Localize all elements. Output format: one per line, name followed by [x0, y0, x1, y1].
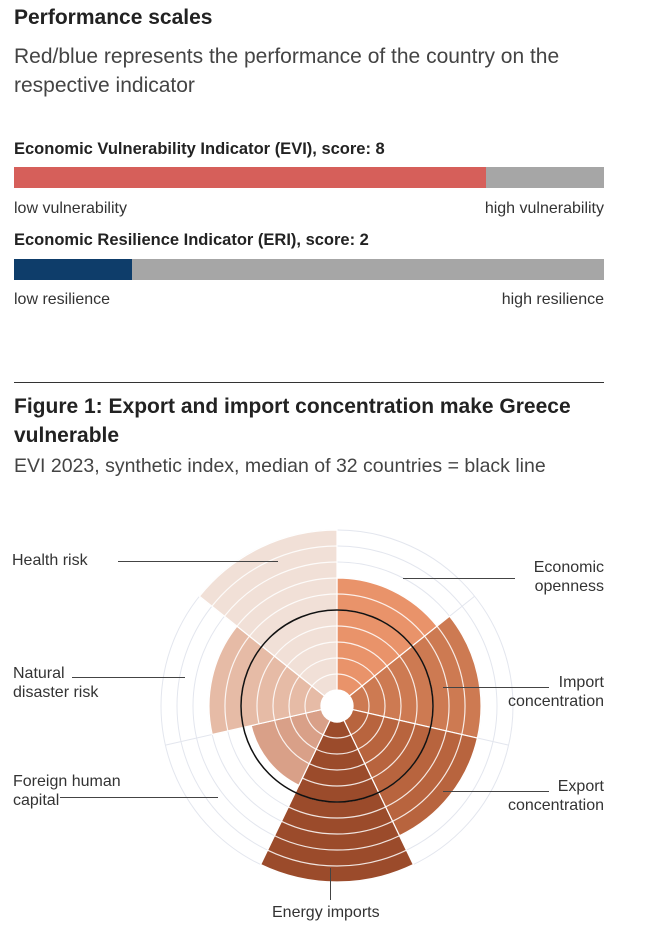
- center-hole: [321, 690, 353, 722]
- label-economic-openness: Economic openness: [533, 559, 604, 595]
- sector-ring: [223, 561, 338, 617]
- evi-bar: [14, 167, 604, 188]
- sector-ring: [336, 657, 375, 677]
- evi-label: Economic Vulnerability Indicator (EVI), …: [14, 140, 385, 158]
- sector-ring: [256, 655, 275, 724]
- eri-label: Economic Resilience Indicator (ERI), sco…: [14, 231, 369, 249]
- sector-ring: [311, 673, 338, 687]
- sector-ring: [315, 748, 359, 755]
- evi-high-label: high vulnerability: [484, 200, 604, 217]
- sector-ring: [399, 655, 418, 724]
- sector-ring: [392, 734, 463, 822]
- sector-ring: [286, 641, 338, 667]
- sector-ring: [350, 712, 369, 736]
- sector-ring: [385, 730, 447, 808]
- leader-line: [330, 868, 331, 900]
- figure-title: Figure 1: Export and import concentratio…: [14, 395, 571, 447]
- label-natural-disaster-risk: Natural disaster risk: [13, 665, 99, 701]
- eri-low-label: low resilience: [14, 291, 111, 308]
- label-health-risk: Health risk: [12, 552, 88, 569]
- sector-ring: [336, 673, 363, 687]
- sector-ring: [288, 675, 300, 717]
- divider: [14, 382, 604, 383]
- leader-line: [60, 797, 218, 798]
- sector-ring: [424, 635, 450, 732]
- sector-ring: [308, 763, 366, 771]
- section-title: Performance scales: [14, 6, 213, 29]
- sector-ring: [336, 641, 388, 667]
- figure-subtitle: EVI 2023, synthetic index, median of 32 …: [14, 455, 546, 477]
- sector-export-concentration: [343, 708, 479, 837]
- eri-bar: [14, 259, 604, 280]
- sector-ring: [361, 685, 370, 714]
- evi-low-label: low vulnerability: [14, 200, 127, 217]
- sector-ring: [302, 777, 372, 787]
- sector-ring: [304, 685, 313, 714]
- sector-ring: [274, 835, 400, 851]
- leader-line: [403, 578, 515, 579]
- sector-ring: [224, 635, 250, 732]
- sector-ring: [289, 716, 317, 750]
- sector-ring: [272, 665, 288, 721]
- label-import-concentration: Import concentration: [507, 674, 604, 710]
- sector-ring: [281, 820, 393, 835]
- eri-high-label: high resilience: [501, 291, 604, 308]
- eri-bar-fill: [14, 259, 132, 280]
- leader-line: [72, 677, 185, 678]
- label-energy-imports: Energy imports: [272, 904, 380, 921]
- leader-line: [443, 687, 549, 688]
- sector-ring: [386, 665, 402, 721]
- leader-line: [118, 561, 278, 562]
- sector-ring: [267, 849, 407, 867]
- sector-ring: [371, 723, 416, 779]
- sector-ring: [364, 720, 400, 765]
- sector-ring: [322, 734, 352, 739]
- sector-ring: [336, 593, 426, 637]
- label-foreign-human-capital: Foreign human capital: [13, 773, 121, 809]
- sector-ring: [436, 625, 466, 735]
- sector-ring: [274, 720, 310, 765]
- sector-ring: [305, 712, 324, 736]
- median-line: [240, 609, 434, 803]
- sector-ring: [288, 806, 386, 819]
- sector-ring: [273, 625, 338, 657]
- sector-ring: [336, 625, 401, 657]
- sector-ring: [299, 657, 338, 677]
- section-subtitle: Red/blue represents the performance of t…: [14, 45, 560, 97]
- label-export-concentration: Export concentration: [507, 778, 604, 814]
- evi-bar-fill: [14, 167, 486, 188]
- sector-ring: [236, 577, 338, 627]
- sector-ring: [374, 675, 386, 717]
- sector-ring: [357, 716, 385, 750]
- sector-ring: [248, 593, 338, 637]
- leader-line: [443, 791, 549, 792]
